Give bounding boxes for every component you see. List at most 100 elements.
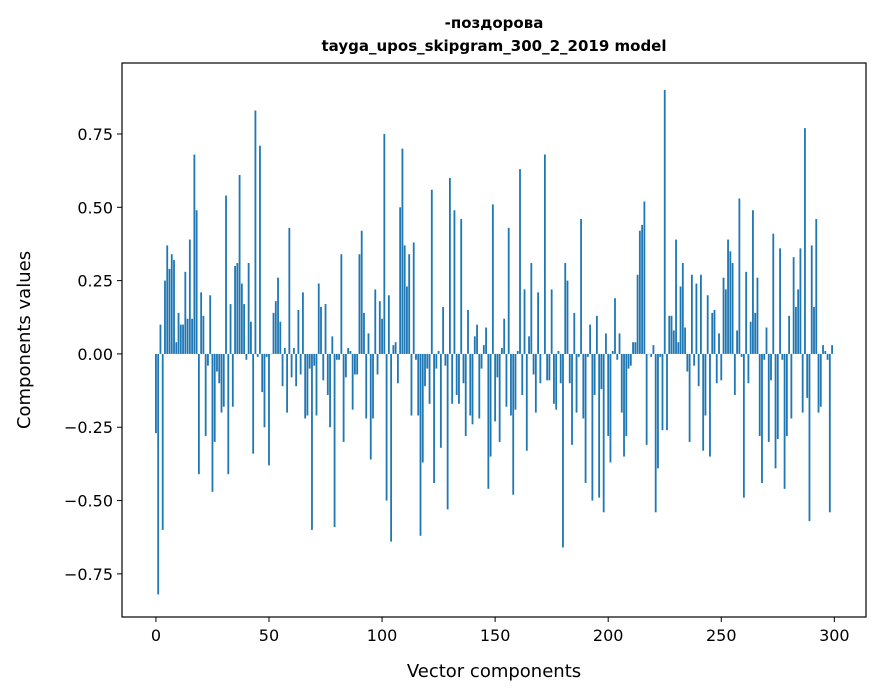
bar — [546, 354, 548, 380]
bar — [478, 354, 480, 419]
bar — [818, 354, 820, 413]
bar — [392, 345, 394, 354]
bar — [352, 354, 354, 410]
y-axis: −0.75−0.50−0.250.000.250.500.75 — [64, 125, 122, 584]
bar — [257, 354, 259, 357]
bar — [639, 231, 641, 354]
x-tick-label: 0 — [151, 626, 161, 645]
bar — [707, 295, 709, 354]
bar — [677, 342, 679, 354]
bar — [155, 354, 157, 433]
bar — [178, 313, 180, 354]
bar — [447, 354, 449, 509]
bar — [417, 354, 419, 416]
bar — [431, 190, 433, 354]
bar — [189, 240, 191, 354]
bar — [582, 354, 584, 419]
bar — [413, 242, 415, 353]
bar — [483, 345, 485, 354]
bar — [811, 245, 813, 354]
bar — [809, 354, 811, 521]
bar — [286, 354, 288, 413]
bar — [610, 354, 612, 463]
bar — [227, 354, 229, 474]
chart-title-line1: -поздорова — [445, 14, 544, 32]
bar — [671, 316, 673, 354]
bar — [537, 292, 539, 354]
bar — [750, 322, 752, 354]
bar — [377, 354, 379, 375]
bar — [551, 289, 553, 354]
bar — [469, 354, 471, 416]
bar — [225, 196, 227, 354]
bar — [212, 354, 214, 492]
bar — [494, 354, 496, 421]
bar — [519, 169, 521, 354]
bar — [340, 254, 342, 354]
bar — [621, 354, 623, 413]
bar — [797, 289, 799, 354]
bar — [216, 354, 218, 372]
bar — [598, 354, 600, 498]
bar — [723, 278, 725, 354]
bar — [288, 228, 290, 354]
bar — [273, 313, 275, 354]
bar — [533, 354, 535, 375]
bar — [349, 351, 351, 354]
bar — [689, 354, 691, 442]
bar — [277, 278, 279, 354]
bar — [175, 342, 177, 354]
bar — [490, 354, 492, 457]
bar — [390, 354, 392, 542]
bar — [580, 219, 582, 354]
bar — [435, 354, 437, 369]
bar — [404, 245, 406, 354]
bar — [248, 263, 250, 354]
bar — [650, 354, 652, 357]
bar — [250, 322, 252, 354]
bar — [334, 354, 336, 527]
bar — [616, 354, 618, 360]
bar — [691, 275, 693, 354]
bar — [641, 225, 643, 354]
bar — [302, 292, 304, 354]
bar — [180, 325, 182, 354]
bar — [738, 198, 740, 353]
bar — [564, 263, 566, 354]
bar — [779, 248, 781, 354]
bar — [422, 354, 424, 463]
bar — [361, 231, 363, 354]
bar — [815, 219, 817, 354]
bar — [770, 354, 772, 380]
bar — [214, 354, 216, 442]
bar — [420, 354, 422, 536]
bar — [567, 281, 569, 354]
y-tick-label: 0.00 — [77, 345, 113, 364]
bar — [666, 354, 668, 430]
bar — [718, 333, 720, 354]
bar — [596, 316, 598, 354]
bar — [209, 295, 211, 354]
bar — [539, 354, 541, 383]
bar — [775, 354, 777, 468]
bar — [675, 240, 677, 354]
bar — [752, 210, 754, 354]
bar — [307, 354, 309, 416]
bar — [673, 330, 675, 353]
bar — [293, 348, 295, 354]
bar — [653, 345, 655, 354]
bar — [786, 354, 788, 436]
bar — [646, 354, 648, 445]
bar — [429, 354, 431, 404]
bar — [487, 354, 489, 489]
bar — [264, 354, 266, 427]
bar — [318, 284, 320, 354]
bar — [166, 245, 168, 354]
bar — [761, 354, 763, 483]
bar — [732, 263, 734, 354]
bar — [343, 354, 345, 442]
bar — [754, 313, 756, 354]
bar — [456, 354, 458, 395]
bar — [261, 354, 263, 392]
bar — [594, 354, 596, 395]
